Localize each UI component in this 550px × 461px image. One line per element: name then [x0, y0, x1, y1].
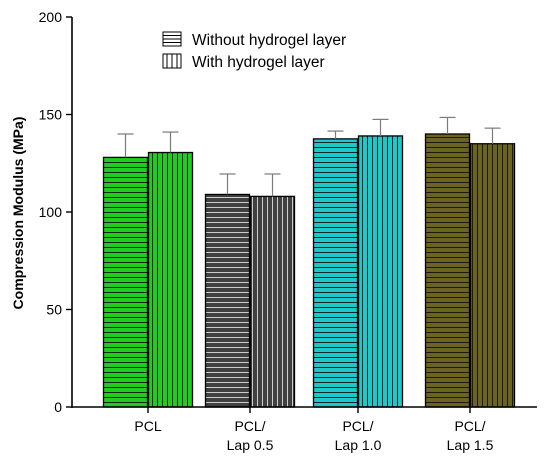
legend-label: With hydrogel layer — [192, 54, 325, 71]
x-ticks: PCL PCL/Lap 0.5 PCL/Lap 1.0 PCL/Lap 1.5 — [134, 407, 494, 453]
x-tick-label: Lap 1.0 — [335, 437, 382, 453]
y-tick-label: 200 — [39, 9, 63, 25]
bar-0-series-0 — [102, 156, 149, 408]
x-tick-label: PCL/ — [234, 418, 265, 434]
legend-item-1: With hydrogel layer — [162, 53, 325, 71]
legend: Without hydrogel layer With hydrogel laye… — [162, 31, 346, 71]
bar-1-series-1 — [249, 195, 296, 408]
x-tick-label: PCL — [134, 418, 161, 434]
x-tick-label: Lap 0.5 — [227, 437, 274, 453]
error-bar-3-series-1 — [484, 127, 501, 144]
bar-0-series-1 — [147, 151, 194, 408]
error-bar-2-series-0 — [327, 130, 344, 139]
x-tick-label: Lap 1.5 — [447, 437, 494, 453]
y-tick-label: 0 — [54, 399, 62, 415]
error-bar-3-series-0 — [439, 116, 456, 134]
error-bar-2-series-1 — [372, 118, 389, 136]
error-bars-layer — [117, 116, 501, 197]
error-bar-0-series-1 — [162, 131, 179, 153]
x-tick-label: PCL/ — [342, 418, 373, 434]
legend-item-0: Without hydrogel layer — [162, 31, 346, 49]
bar-3-series-0 — [424, 133, 471, 408]
legend-label: Without hydrogel layer — [192, 32, 346, 49]
bar-2-series-1 — [357, 135, 404, 408]
bar-1-series-0 — [204, 193, 251, 408]
error-bar-1-series-1 — [264, 173, 281, 197]
error-bar-1-series-0 — [219, 173, 236, 195]
bar-3-series-1 — [469, 143, 516, 408]
y-tick-label: 100 — [39, 204, 63, 220]
y-axis-label: Compression Modulus (MPa) — [10, 117, 26, 310]
error-bar-0-series-0 — [117, 133, 134, 158]
y-tick-label: 150 — [39, 107, 63, 123]
x-tick-label: PCL/ — [454, 418, 485, 434]
bar-2-series-0 — [312, 138, 359, 408]
y-tick-label: 50 — [46, 302, 62, 318]
bars-layer — [102, 133, 516, 408]
y-ticks: 0 50 100 150 200 — [39, 9, 72, 415]
